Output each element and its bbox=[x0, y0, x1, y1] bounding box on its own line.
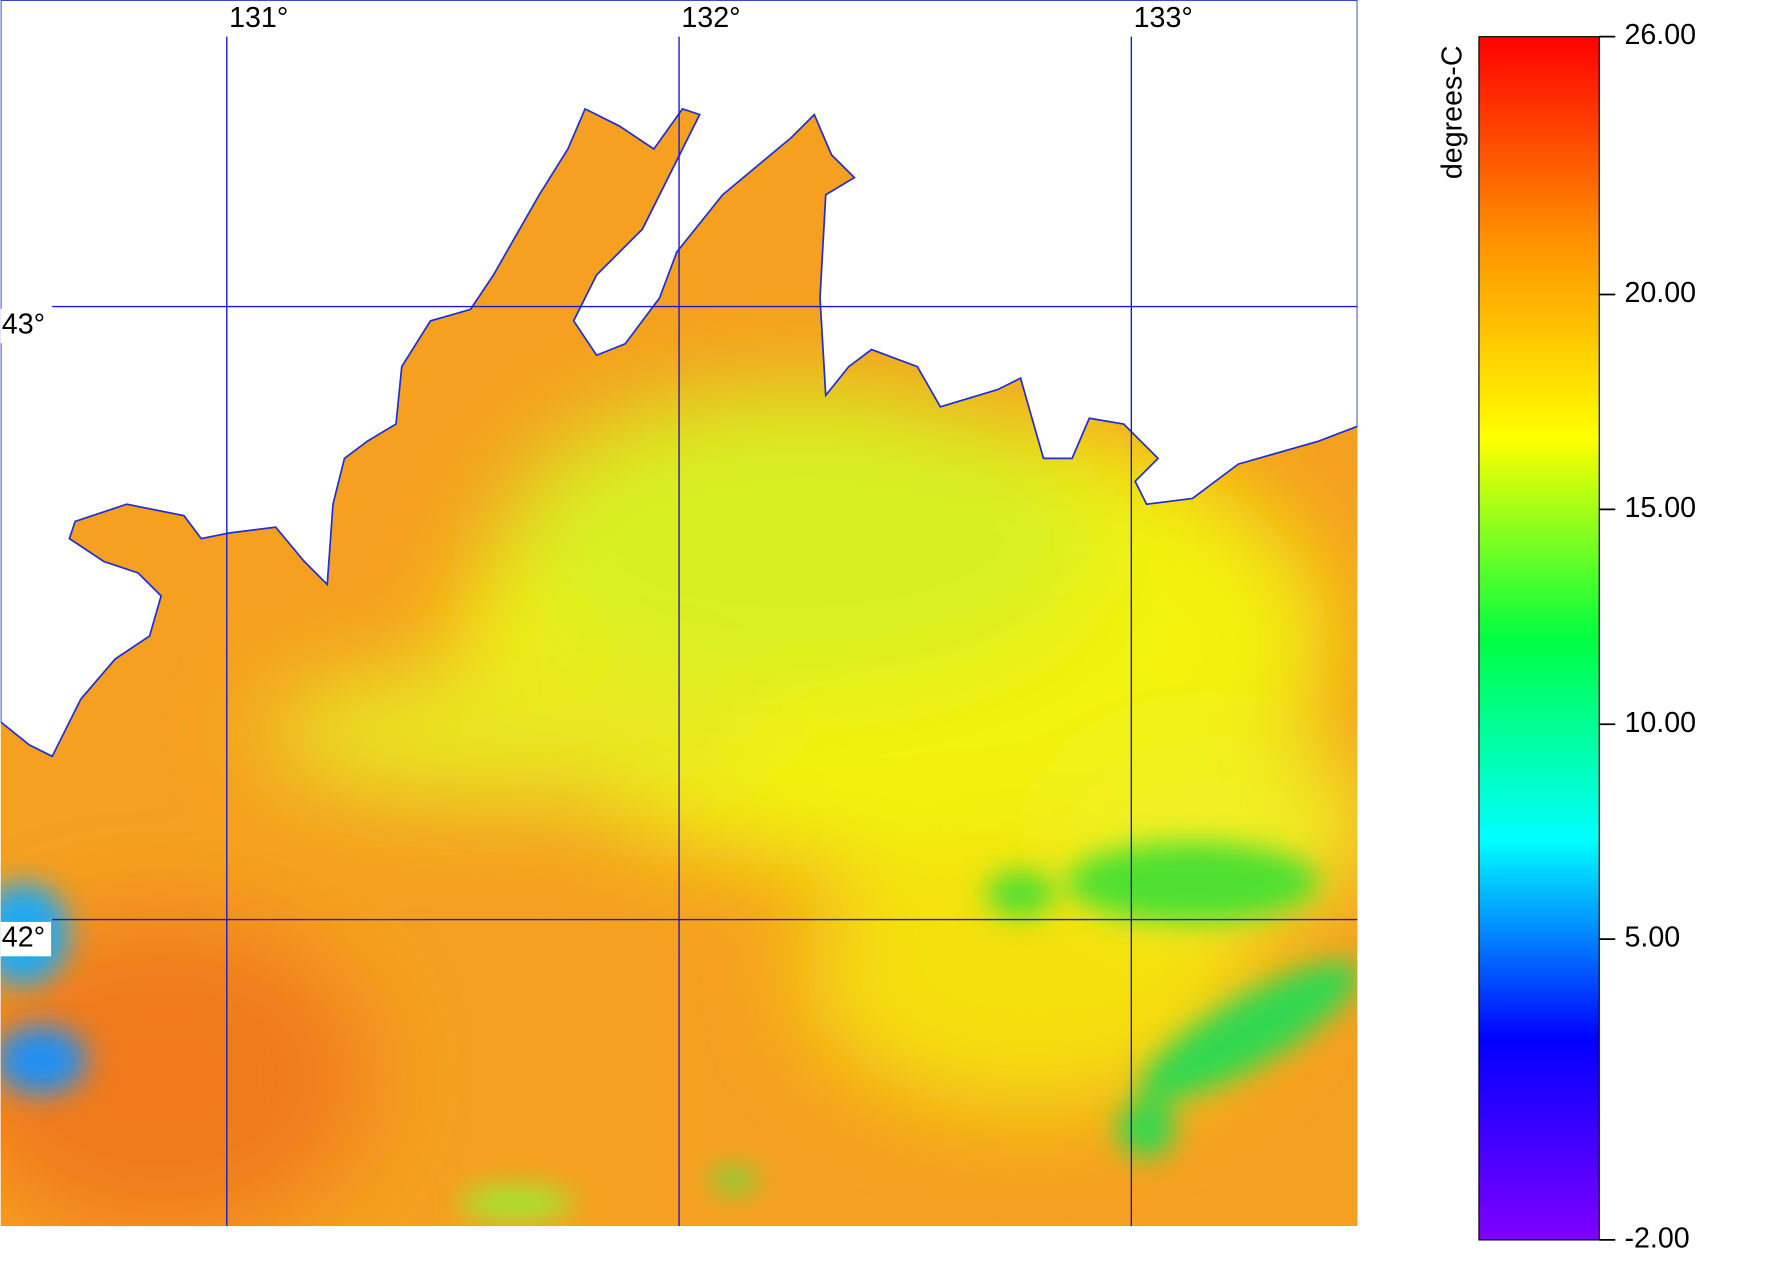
colorbar-tick-label: 5.00 bbox=[1624, 922, 1680, 954]
colorbar-tick-label: 15.00 bbox=[1624, 492, 1696, 524]
land bbox=[0, 0, 1358, 758]
longitude-label: 132° bbox=[681, 2, 740, 34]
sst-field bbox=[0, 0, 1358, 1227]
longitude-label: 131° bbox=[229, 2, 288, 34]
latitude-label-bg bbox=[0, 921, 52, 957]
latitude-label: 43° bbox=[2, 309, 45, 341]
colorbar: 26.00 20.00 15.00 10.00 5.00 -2.00 bbox=[1478, 19, 1696, 1254]
latitude-label: 42° bbox=[2, 922, 45, 954]
longitude-label: 133° bbox=[1134, 2, 1193, 34]
colorbar-ramp bbox=[1478, 36, 1600, 1241]
colorbar-tick-label: 10.00 bbox=[1624, 707, 1696, 739]
colorbar-tick-label: -2.00 bbox=[1624, 1222, 1689, 1254]
graticule: 131° 132° 133° 43° 42° bbox=[0, 2, 1358, 1227]
colorbar-tick-label: 26.00 bbox=[1624, 19, 1696, 51]
colorbar-label: degrees-C bbox=[1436, 45, 1468, 179]
colorbar-tick-label: 20.00 bbox=[1624, 277, 1696, 309]
latitude-label-bg bbox=[0, 308, 52, 344]
